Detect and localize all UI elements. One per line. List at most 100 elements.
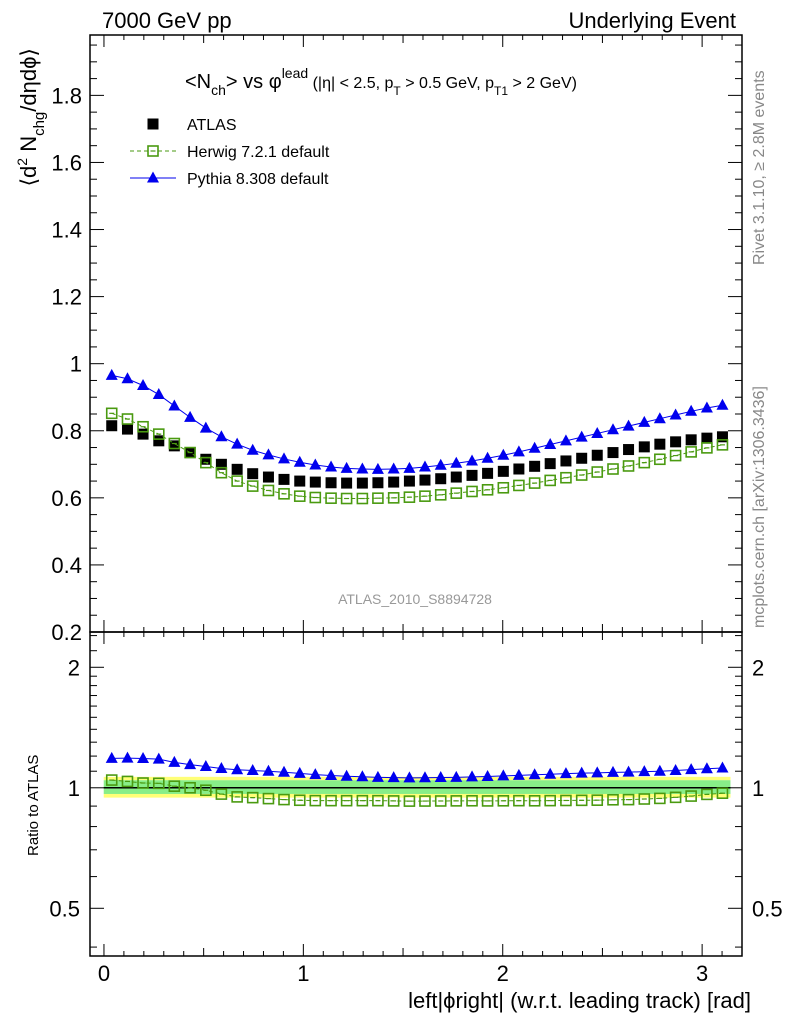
data-point bbox=[591, 466, 604, 478]
data-point bbox=[199, 421, 212, 433]
ratio-point bbox=[215, 762, 228, 774]
data-point bbox=[168, 437, 181, 450]
ratio-point bbox=[607, 793, 619, 806]
data-point bbox=[654, 438, 666, 450]
x-tick-label: 1 bbox=[297, 961, 309, 986]
data-point bbox=[152, 388, 165, 400]
data-point bbox=[716, 431, 728, 443]
data-point bbox=[654, 453, 666, 466]
ratio-point bbox=[246, 791, 259, 804]
data-point bbox=[371, 462, 384, 474]
data-point bbox=[168, 440, 180, 452]
data-point bbox=[387, 492, 400, 504]
data-point bbox=[419, 474, 431, 486]
data-point bbox=[450, 456, 463, 468]
legend-marker bbox=[147, 118, 159, 130]
ratio-point bbox=[325, 794, 337, 807]
data-point bbox=[152, 428, 165, 440]
y-tick-label: 0.8 bbox=[51, 419, 82, 444]
ratio-point bbox=[716, 787, 729, 800]
ratio-point bbox=[278, 793, 290, 806]
data-point bbox=[105, 368, 118, 380]
legend-label: Pythia 8.308 default bbox=[187, 171, 329, 188]
ratio-point bbox=[450, 795, 463, 807]
ratio-point bbox=[418, 771, 431, 783]
header-right: Underlying Event bbox=[568, 8, 736, 33]
x-tick-label: 2 bbox=[497, 961, 509, 986]
data-point bbox=[387, 462, 400, 474]
data-point bbox=[168, 399, 181, 411]
ratio-point bbox=[591, 766, 604, 778]
data-point bbox=[121, 423, 133, 435]
data-point bbox=[716, 439, 729, 451]
chart-title: <Nch> vs φlead (|η| < 2.5, pT > 0.5 GeV,… bbox=[185, 65, 577, 98]
data-point bbox=[528, 477, 541, 489]
header-left: 7000 GeV pp bbox=[102, 8, 232, 33]
legend-label: Herwig 7.2.1 default bbox=[187, 144, 330, 161]
ratio-point bbox=[669, 764, 682, 776]
data-point bbox=[231, 463, 243, 475]
series-2 bbox=[105, 368, 729, 474]
ratio-point bbox=[121, 775, 134, 788]
data-point bbox=[356, 492, 369, 505]
data-point bbox=[528, 441, 541, 453]
x-axis-label: left|ϕright| (w.r.t. leading track) [rad… bbox=[408, 988, 751, 1013]
ratio-y-axis-label: Ratio to ATLAS bbox=[25, 755, 42, 856]
ratio-point bbox=[450, 770, 463, 782]
data-point bbox=[184, 446, 196, 459]
data-point bbox=[215, 466, 228, 479]
data-point bbox=[434, 458, 447, 470]
ratio-y-tick-label-right: 1 bbox=[752, 776, 764, 801]
legend: ATLAS Herwig 7.2.1 default Pythia 8.308 de… bbox=[130, 117, 330, 188]
data-point bbox=[701, 442, 713, 454]
ratio-y-tick-label: 2 bbox=[68, 655, 80, 680]
ratio-point bbox=[184, 758, 197, 770]
data-point bbox=[669, 449, 682, 462]
ratio-point bbox=[669, 791, 682, 804]
ratio-point bbox=[200, 784, 212, 797]
data-point bbox=[701, 432, 713, 444]
data-point bbox=[121, 372, 134, 384]
ratio-point bbox=[638, 765, 651, 777]
rivet-label: Rivet 3.1.10, ≥ 2.8M events bbox=[751, 70, 768, 265]
ratio-series-2 bbox=[105, 751, 729, 783]
data-point bbox=[450, 487, 463, 499]
data-point bbox=[200, 453, 212, 465]
y-axis-label: ⟨d2 Nchg/dηdϕ⟩ bbox=[14, 48, 48, 187]
data-point bbox=[341, 477, 353, 489]
ratio-y-tick-label-right: 2 bbox=[752, 655, 764, 680]
ratio-point bbox=[152, 777, 165, 790]
ratio-point bbox=[497, 769, 510, 781]
data-point bbox=[685, 404, 698, 416]
data-point bbox=[434, 489, 447, 501]
data-point bbox=[466, 454, 479, 466]
y-tick-label: 0.2 bbox=[51, 620, 82, 645]
data-point bbox=[137, 378, 150, 390]
data-point bbox=[575, 469, 588, 481]
ratio-point bbox=[246, 764, 259, 776]
data-point bbox=[215, 430, 228, 442]
ratio-point bbox=[481, 770, 494, 782]
data-point bbox=[309, 458, 322, 470]
ratio-point bbox=[606, 765, 619, 777]
data-point bbox=[278, 488, 290, 500]
data-point bbox=[513, 463, 525, 475]
ratio-point bbox=[685, 790, 697, 802]
ratio-point bbox=[403, 771, 416, 783]
y-tick-label: 0.4 bbox=[51, 553, 82, 578]
data-point bbox=[309, 491, 322, 504]
ratio-point bbox=[387, 795, 400, 807]
data-point bbox=[622, 460, 635, 472]
ratio-point bbox=[544, 767, 557, 779]
ratio-point bbox=[513, 794, 525, 807]
ratio-point bbox=[466, 770, 479, 782]
ratio-point bbox=[278, 765, 291, 777]
data-point bbox=[246, 443, 259, 455]
y-tick-label: 0.6 bbox=[51, 486, 82, 511]
data-point bbox=[200, 456, 212, 469]
data-point bbox=[105, 407, 118, 420]
data-point bbox=[278, 473, 290, 485]
data-point bbox=[388, 476, 400, 488]
data-point bbox=[513, 479, 525, 492]
data-point bbox=[184, 410, 197, 422]
